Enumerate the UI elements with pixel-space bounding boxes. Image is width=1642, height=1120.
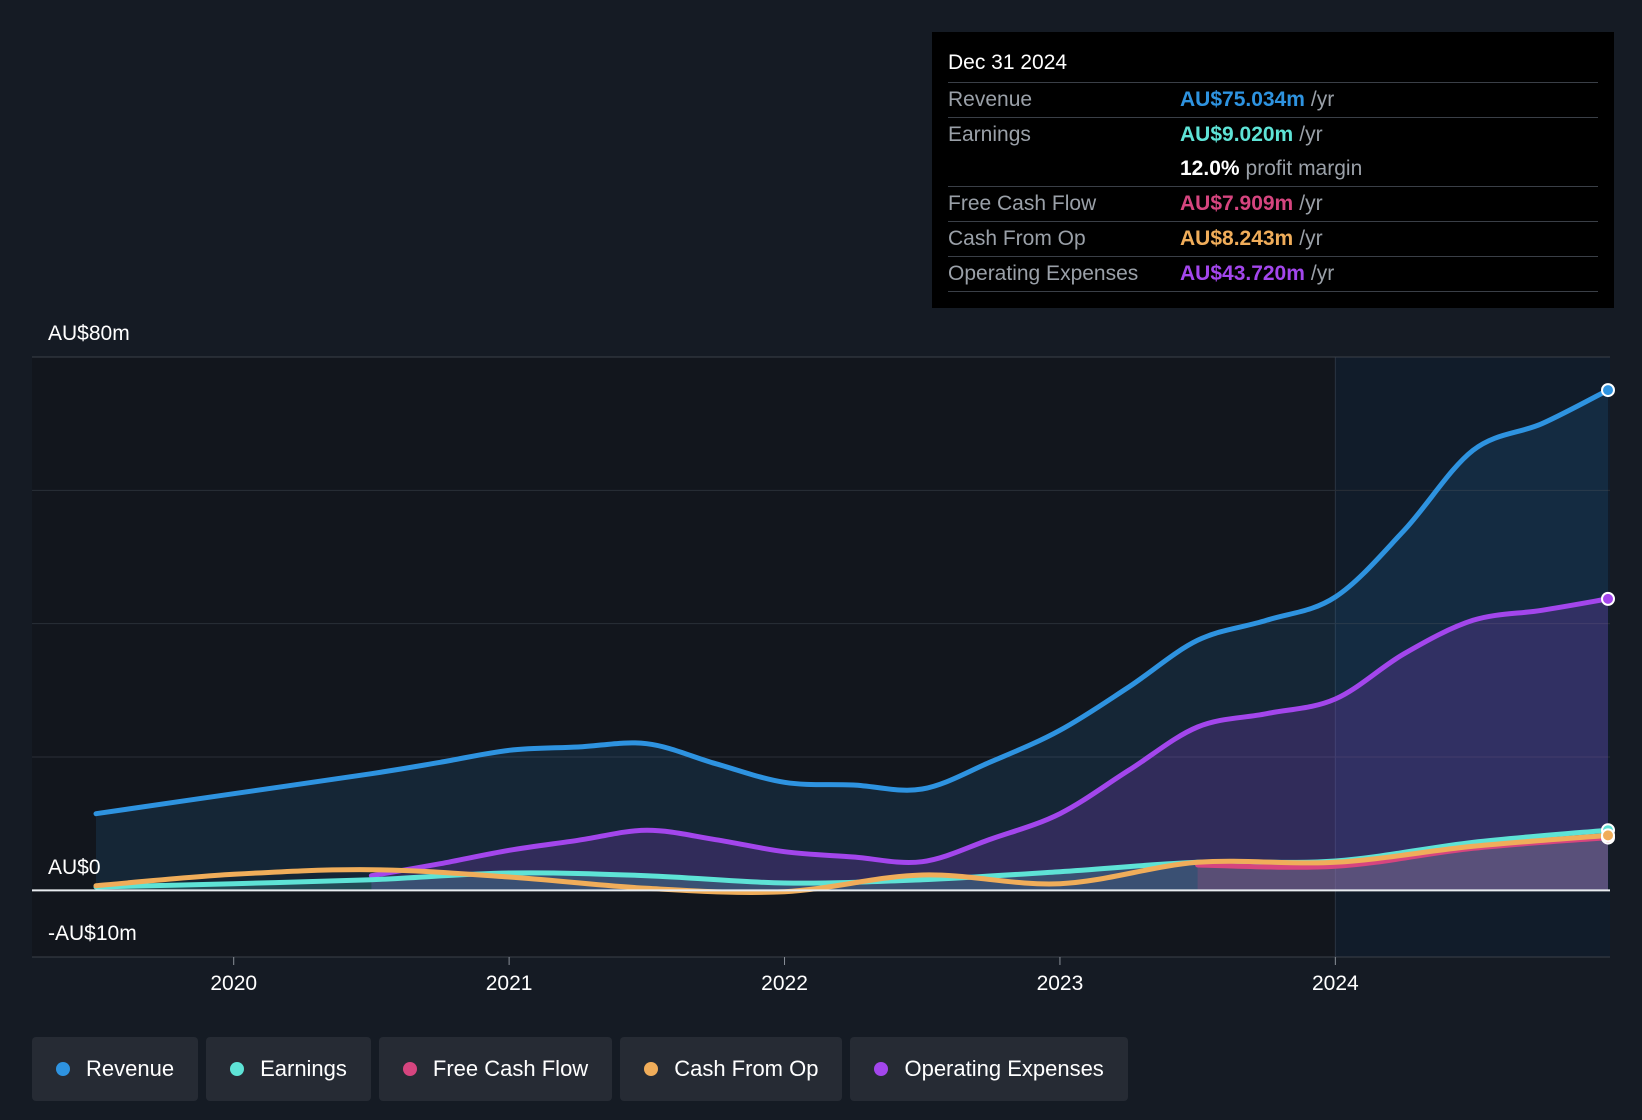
tooltip-row-earnings: Earnings AU$9.020m /yr <box>948 118 1598 152</box>
tooltip-value: AU$7.909m <box>1180 192 1294 215</box>
tooltip-label: Operating Expenses <box>948 262 1139 285</box>
tooltip-unit: /yr <box>1299 192 1323 215</box>
plot-background <box>32 357 1336 957</box>
legend-label: Revenue <box>86 1056 175 1081</box>
tooltip-unit: /yr <box>1299 227 1323 250</box>
tooltip-date: Dec 31 2024 <box>948 46 1598 83</box>
legend-label: Earnings <box>260 1056 347 1081</box>
tooltip-unit: /yr <box>1310 262 1335 285</box>
legend-item-cash-from-op[interactable]: Cash From Op <box>620 1037 843 1101</box>
cash-from-op-line <box>93 832 1611 895</box>
x-tick-label: 2024 <box>1312 972 1359 995</box>
tooltip-margin-value: 12.0% <box>1180 157 1240 180</box>
legend-item-revenue[interactable]: Revenue <box>32 1037 199 1101</box>
tooltip-value: AU$43.720m <box>1180 262 1305 285</box>
x-tick-label: 2021 <box>486 972 533 995</box>
y-axis-label-bottom: -AU$10m <box>48 922 137 945</box>
cash-from-op-endpoint <box>1601 828 1615 843</box>
free-cash-flow-area <box>1197 837 1608 891</box>
cash-from-op-dot-icon <box>644 1062 659 1076</box>
operating-expenses-area <box>371 598 1608 891</box>
tooltip-value: AU$9.020m <box>1180 123 1294 146</box>
operating-expenses-endpoint <box>1601 591 1615 606</box>
legend: Revenue Earnings Free Cash Flow Cash Fro… <box>32 1037 1128 1101</box>
tooltip-row-margin: 12.0% profit margin <box>948 152 1598 187</box>
tooltip-row-fcf: Free Cash Flow AU$7.909m /yr <box>948 187 1598 222</box>
tooltip-row-cfo: Cash From Op AU$8.243m /yr <box>948 222 1598 257</box>
x-tick-label: 2020 <box>210 972 257 995</box>
x-tick-label: 2023 <box>1037 972 1084 995</box>
tooltip-label: Earnings <box>948 123 1031 146</box>
tooltip-unit: /yr <box>1310 88 1335 111</box>
y-axis-label-top: AU$80m <box>48 322 130 345</box>
tooltip-panel: Dec 31 2024 Revenue AU$75.034m /yr Earni… <box>932 32 1614 308</box>
free-cash-flow-dot-icon <box>402 1062 417 1076</box>
legend-item-free-cash-flow[interactable]: Free Cash Flow <box>378 1037 613 1101</box>
earnings-dot-icon <box>230 1062 245 1076</box>
y-axis-label-zero: AU$0 <box>48 856 101 879</box>
tooltip-label: Free Cash Flow <box>948 192 1097 215</box>
tooltip-label: Revenue <box>948 88 1033 111</box>
operating-expenses-dot-icon <box>874 1062 889 1076</box>
tooltip-value: AU$8.243m <box>1180 227 1294 250</box>
legend-label: Cash From Op <box>674 1056 819 1081</box>
tooltip-value: AU$75.034m <box>1180 88 1305 111</box>
legend-label: Free Cash Flow <box>432 1056 589 1081</box>
revenue-area <box>96 390 1608 891</box>
revenue-line <box>93 387 1611 817</box>
tooltip-row-revenue: Revenue AU$75.034m /yr <box>948 83 1598 118</box>
tooltip-margin-label: profit margin <box>1245 157 1363 180</box>
operating-expenses-line <box>368 596 1611 879</box>
revenue-endpoint <box>1601 383 1615 398</box>
x-tick-label: 2022 <box>761 972 808 995</box>
legend-item-operating-expenses[interactable]: Operating Expenses <box>850 1037 1128 1101</box>
legend-label: Operating Expenses <box>904 1056 1104 1081</box>
tooltip-row-opex: Operating Expenses AU$43.720m /yr <box>948 257 1598 292</box>
revenue-dot-icon <box>56 1062 70 1076</box>
tooltip-unit: /yr <box>1299 123 1323 146</box>
tooltip-label: Cash From Op <box>948 227 1086 250</box>
legend-item-earnings[interactable]: Earnings <box>206 1037 371 1101</box>
